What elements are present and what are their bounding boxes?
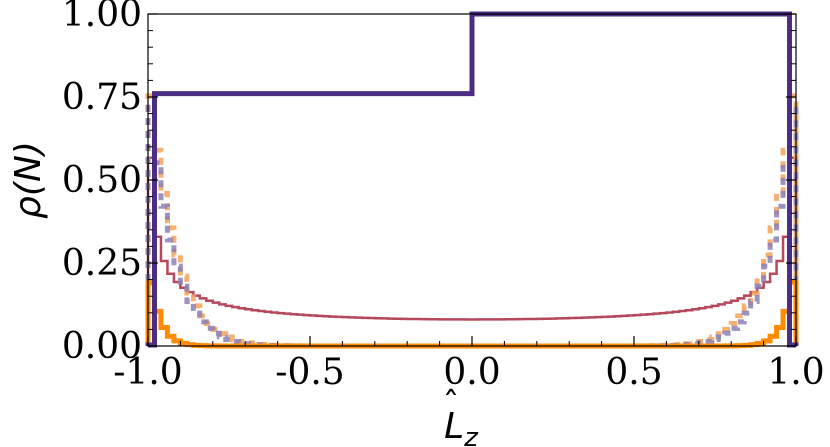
- labels-layer: -1.0 -0.5 0.0 0.5 1.0 0.00 0.25 0.50 0.75 1.00: [62, 0, 825, 393]
- series-layer: [145, 11, 799, 349]
- y-axis-label: ρ(N): [8, 141, 49, 219]
- y-tick-label: 0.75: [62, 77, 142, 118]
- x-tick-label: -0.5: [275, 352, 344, 393]
- ticks-layer: [147, 13, 797, 347]
- x-tick-label: 0.5: [605, 352, 662, 393]
- x-axis-label: Lz: [444, 406, 479, 447]
- series-0-line: [146, 156, 798, 346]
- x-axis-label-main: L: [444, 406, 464, 447]
- y-tick-label: 0.00: [62, 326, 142, 367]
- series-4-line: [145, 11, 799, 348]
- y-tick-label: 0.25: [62, 243, 142, 284]
- x-tick-label: 1.0: [767, 352, 824, 393]
- y-tick-label: 0.50: [62, 160, 142, 201]
- y-tick-label: 1.00: [62, 0, 142, 35]
- x-tick-label: 0.0: [443, 352, 500, 393]
- x-axis-label-sub: z: [463, 423, 479, 447]
- x-tick-label: -1.0: [113, 352, 182, 393]
- series-2-line: [145, 104, 799, 349]
- x-axis-label-hat: ˆ: [443, 385, 460, 425]
